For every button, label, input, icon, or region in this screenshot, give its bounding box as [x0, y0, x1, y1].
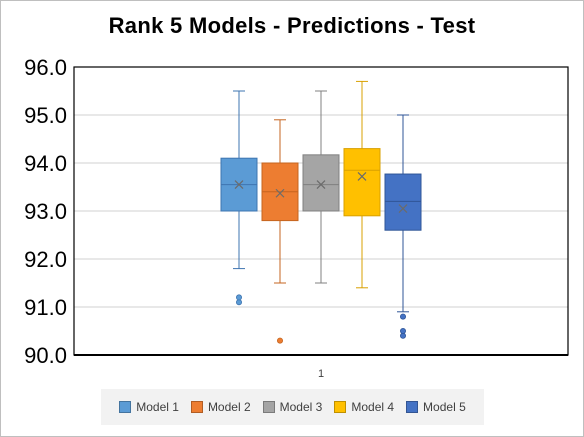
legend-swatch	[262, 401, 275, 413]
legend-item: Model 2	[190, 400, 251, 414]
box-model-4	[343, 80, 381, 289]
plot-area-border	[73, 66, 569, 356]
chart-title: Rank 5 Models - Predictions - Test	[108, 13, 476, 38]
box-model-5	[384, 114, 422, 339]
y-tick-label: 91.0	[24, 295, 67, 320]
box-model-1	[220, 90, 258, 306]
y-tick-label: 92.0	[24, 247, 67, 272]
y-tick-label: 96.0	[24, 55, 67, 80]
iqr-box	[343, 148, 381, 217]
mean-marker	[357, 172, 367, 181]
legend-label: Model 3	[279, 400, 323, 414]
legend-swatch	[190, 401, 203, 413]
outlier-point	[276, 337, 283, 344]
legend-item: Model 1	[119, 400, 179, 414]
box-model-2	[261, 119, 299, 344]
iqr-box	[384, 173, 422, 231]
y-tick-label: 90.0	[24, 343, 67, 368]
outlier-point	[399, 313, 406, 320]
legend-swatch	[406, 401, 419, 413]
legend-label: Model 2	[207, 400, 251, 414]
outlier-point	[399, 327, 406, 334]
mean-marker	[316, 180, 326, 190]
outlier-point	[235, 294, 242, 301]
mean-marker	[234, 180, 244, 190]
mean-marker	[398, 204, 408, 214]
legend-item: Model 5	[406, 400, 466, 414]
y-axis: 90.0 91.0 92.0 93.0 94.0 95.0 96.0	[24, 55, 67, 368]
box-series	[220, 80, 422, 344]
box-model-3	[302, 90, 340, 284]
legend-item: Model 3	[262, 400, 323, 414]
y-tick-label: 95.0	[24, 103, 67, 128]
legend-swatch	[334, 401, 347, 413]
mean-marker	[275, 188, 285, 198]
legend-label: Model 5	[423, 400, 466, 414]
x-category-label: 1	[318, 368, 324, 380]
legend-swatch	[119, 401, 132, 413]
legend-label: Model 4	[351, 400, 395, 414]
legend-label: Model 1	[136, 400, 179, 414]
iqr-box	[302, 154, 340, 212]
legend: Model 1 Model 2 Model 3 Model 4 Model 5	[101, 389, 484, 425]
y-tick-label: 94.0	[24, 151, 67, 176]
y-tick-label: 93.0	[24, 199, 67, 224]
legend-item: Model 4	[334, 400, 394, 414]
